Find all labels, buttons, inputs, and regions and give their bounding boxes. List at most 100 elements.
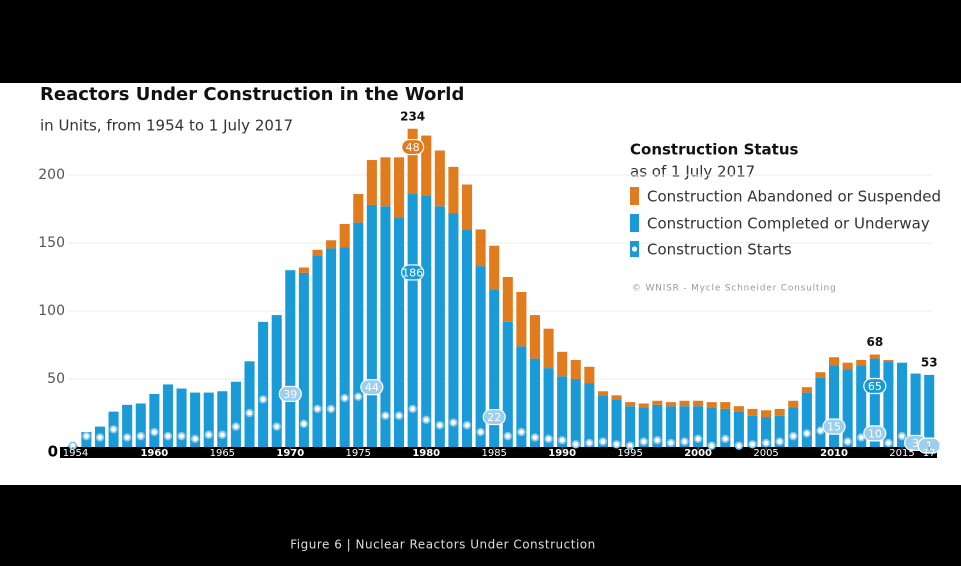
- bar: [475, 266, 486, 447]
- bar: [869, 354, 880, 359]
- bar: [489, 289, 500, 447]
- bar: [597, 395, 608, 447]
- x-tick-label: 1980: [412, 448, 440, 459]
- x-axis-band: [60, 447, 937, 458]
- x-tick-label: 2015: [889, 448, 914, 459]
- x-tick-label: 2010: [820, 448, 848, 459]
- bar: [421, 135, 432, 196]
- bar: [448, 213, 459, 447]
- bar: [720, 408, 731, 447]
- bar: [611, 395, 622, 400]
- bar: [883, 361, 894, 447]
- bar: [339, 223, 350, 248]
- bar: [896, 362, 908, 447]
- bar: [883, 359, 894, 362]
- bar: [856, 365, 867, 447]
- bar: [679, 400, 690, 407]
- label-pill: [401, 264, 425, 281]
- start-dot: [449, 418, 458, 427]
- start-dot: [313, 404, 322, 414]
- start-dot: [897, 431, 907, 441]
- bar: [774, 408, 785, 416]
- start-dot: [258, 395, 268, 404]
- bar: [244, 361, 255, 447]
- bar: [747, 415, 758, 447]
- caption: Figure 6 | Nuclear Reactors Under Constr…: [290, 538, 595, 552]
- x-tick-label: 1960: [140, 448, 168, 459]
- bar: [625, 402, 636, 407]
- start-dot: [394, 411, 404, 420]
- start-dot: [585, 438, 594, 448]
- data-label: 44: [365, 381, 379, 394]
- start-dot: [204, 430, 213, 439]
- bar: [421, 195, 432, 447]
- start-dot: [82, 431, 91, 441]
- data-label: 48: [406, 141, 420, 154]
- start-dot: [653, 436, 662, 445]
- start-dot: [884, 438, 893, 448]
- bar: [489, 245, 500, 290]
- start-dot: [789, 431, 798, 441]
- bar: [733, 406, 744, 412]
- bar: [502, 321, 513, 447]
- bar: [720, 402, 731, 409]
- bar: [326, 240, 337, 249]
- x-tick-label: 2005: [753, 448, 778, 459]
- label-pill: [863, 425, 887, 442]
- label-pill: [401, 138, 425, 156]
- start-dot: [245, 408, 254, 418]
- bar: [706, 407, 717, 447]
- start-dot: [218, 430, 227, 439]
- x-tick-label: 2000: [684, 448, 712, 459]
- start-dot: [802, 429, 812, 438]
- bar: [924, 374, 935, 447]
- start-dot: [843, 437, 852, 446]
- bar: [665, 406, 676, 447]
- bar: [366, 204, 377, 447]
- bar: [475, 229, 486, 267]
- bar: [584, 383, 595, 447]
- start-dot: [408, 404, 417, 414]
- start-dot: [177, 431, 186, 441]
- start-dot: [639, 437, 648, 446]
- bar: [652, 400, 663, 405]
- data-label: 22: [487, 411, 501, 424]
- label-pill: [482, 408, 506, 426]
- start-dot: [163, 431, 173, 441]
- start-dot: [598, 437, 608, 446]
- x-tick-label: 1954: [63, 448, 88, 459]
- start-dot: [544, 434, 553, 444]
- x-tick-label: 1975: [346, 448, 371, 459]
- label-pill: [360, 379, 384, 396]
- start-dot: [721, 434, 730, 444]
- bar: [665, 402, 676, 407]
- bar: [856, 359, 867, 366]
- start-dot: [476, 427, 485, 437]
- label-pill: [917, 437, 941, 454]
- legend-subtitle: as of 1 July 2017: [630, 163, 755, 181]
- bar: [625, 406, 636, 447]
- start-dot: [775, 437, 784, 446]
- start-dot: [530, 433, 540, 442]
- x-tick-label: 17: [923, 448, 936, 459]
- legend-title: Construction Status: [630, 141, 799, 159]
- start-dot: [354, 392, 363, 401]
- start-dot: [190, 434, 200, 444]
- bar: [910, 373, 921, 447]
- start-dot: [422, 415, 431, 424]
- start-dot: [95, 433, 105, 442]
- bar: [217, 391, 228, 447]
- bar: [543, 328, 554, 369]
- start-dot: [340, 393, 349, 403]
- bar: [461, 184, 473, 230]
- chart-title: Reactors Under Construction in the World: [40, 84, 464, 105]
- start-dot: [272, 422, 281, 431]
- bar: [516, 346, 527, 447]
- legend-swatch: [630, 214, 639, 232]
- legend-label: Construction Completed or Underway: [647, 215, 930, 233]
- bar: [326, 248, 337, 447]
- total-label: 53: [921, 355, 938, 369]
- bar: [394, 157, 405, 218]
- start-dot: [326, 404, 336, 414]
